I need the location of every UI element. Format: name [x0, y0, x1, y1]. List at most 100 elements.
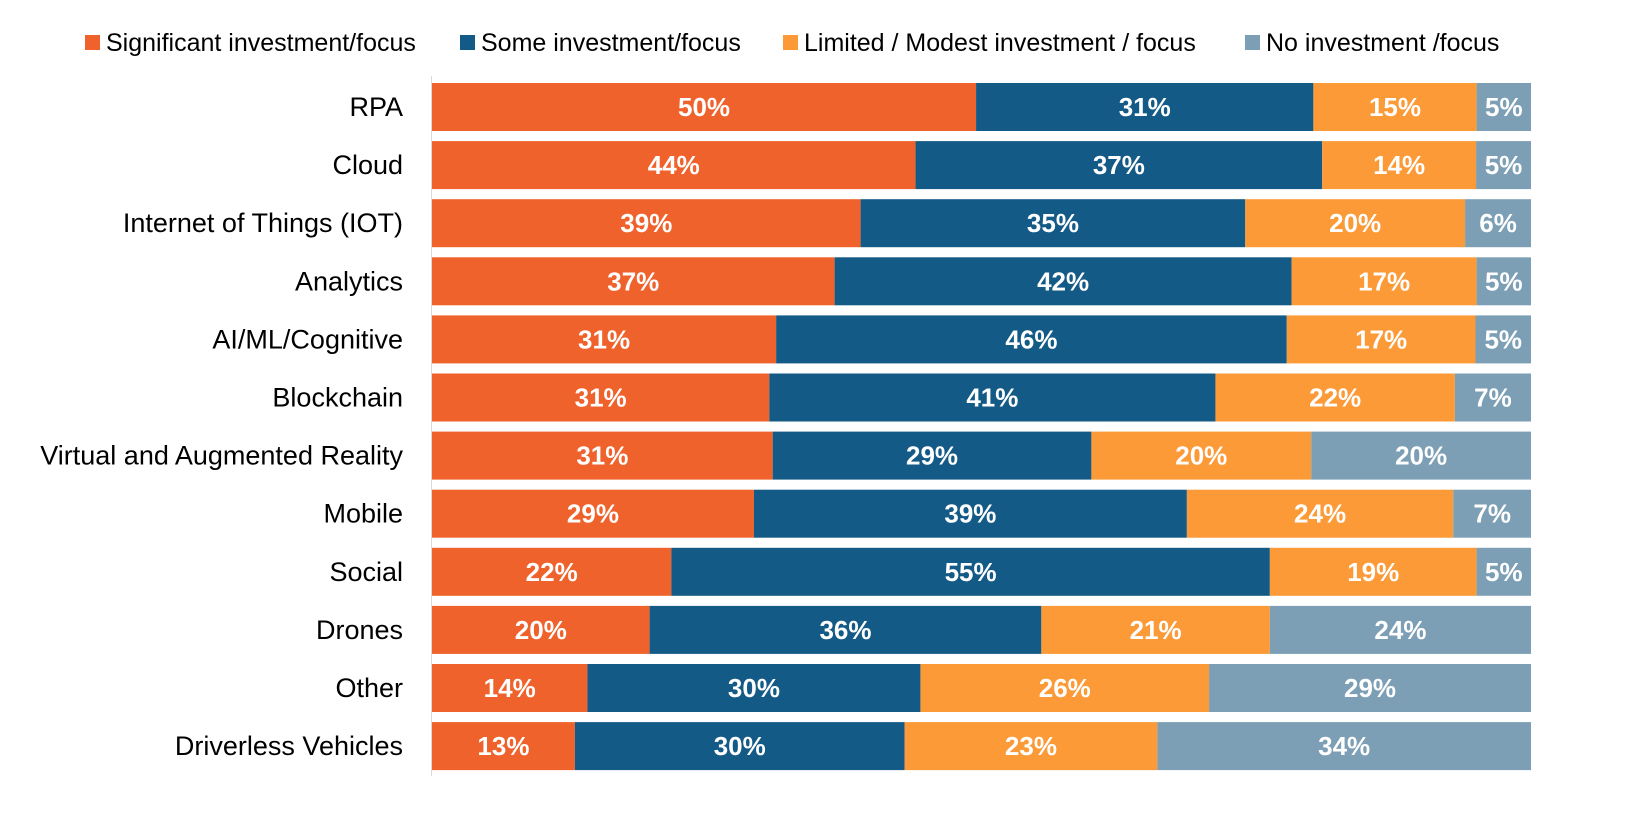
data-label: 13%: [477, 731, 529, 761]
bar-row-blockchain: 31% 41% 22% 7%: [432, 373, 1531, 422]
legend-swatch: [85, 35, 100, 50]
bar-segment-significant-investment-focus: [432, 373, 770, 422]
bar-row-virtual-and-augmented-reality: 31% 29% 20% 20%: [432, 431, 1531, 480]
data-label: 21%: [1130, 615, 1182, 645]
bar-segment-some-investment-focus: [772, 431, 1092, 480]
bar-segment-no-investment-focus: [1157, 722, 1531, 771]
legend-item-significant-investment-focus: Significant investment/focus: [85, 29, 416, 57]
legend-item-limited-modest-investment-focus: Limited / Modest investment / focus: [783, 29, 1196, 57]
bar-segment-significant-investment-focus: [432, 489, 754, 538]
bar-segment-some-investment-focus: [860, 199, 1246, 248]
bar-row-cloud: 44% 37% 14% 5%: [432, 141, 1531, 190]
data-label: 5%: [1485, 92, 1523, 122]
legend-item-no-investment-focus: No investment /focus: [1245, 29, 1499, 57]
data-label: 23%: [1005, 731, 1057, 761]
category-label: Other: [335, 673, 403, 703]
bar-segment-limited-modest-investment-focus: [1091, 431, 1312, 480]
bar-segment-some-investment-focus: [587, 664, 921, 712]
bar-segment-significant-investment-focus: [432, 315, 777, 364]
data-label: 7%: [1473, 499, 1511, 529]
data-label: 34%: [1318, 731, 1370, 761]
data-label: 31%: [578, 324, 630, 354]
bar-segment-no-investment-focus: [1465, 199, 1531, 248]
bar-segment-no-investment-focus: [1453, 489, 1531, 538]
bar-segment-limited-modest-investment-focus: [1286, 315, 1476, 364]
data-label: 37%: [607, 266, 659, 296]
data-label: 50%: [678, 92, 730, 122]
data-label: 20%: [515, 615, 567, 645]
bar-segment-no-investment-focus: [1269, 605, 1531, 654]
bar-segment-no-investment-focus: [1209, 664, 1531, 712]
category-label: Mobile: [323, 499, 403, 529]
category-labels: RPA Cloud Internet of Things (IOT) Analytic…: [40, 92, 403, 761]
bar-segment-some-investment-focus: [753, 489, 1187, 538]
bar-segment-no-investment-focus: [1476, 257, 1531, 306]
data-label: 20%: [1175, 441, 1227, 471]
data-label: 17%: [1358, 266, 1410, 296]
data-label: 6%: [1479, 208, 1517, 238]
data-label: 20%: [1329, 208, 1381, 238]
bar-segment-limited-modest-investment-focus: [1186, 489, 1454, 538]
data-label: 44%: [648, 150, 700, 180]
data-label: 14%: [484, 673, 536, 703]
legend-label: Significant investment/focus: [106, 29, 416, 57]
bar-segment-limited-modest-investment-focus: [1291, 257, 1477, 306]
bar-segment-significant-investment-focus: [432, 199, 861, 248]
bar-segment-significant-investment-focus: [432, 431, 773, 480]
bar-row-ai-ml-cognitive: 31% 46% 17% 5%: [432, 315, 1531, 364]
legend-item-some-investment-focus: Some investment/focus: [460, 29, 741, 57]
legend-swatch: [783, 35, 798, 50]
legend-swatch: [460, 35, 475, 50]
bar-segment-significant-investment-focus: [432, 547, 672, 596]
bar-segment-no-investment-focus: [1476, 83, 1531, 131]
category-label: Driverless Vehicles: [175, 731, 403, 761]
bar-segment-some-investment-focus: [574, 722, 905, 771]
data-label: 46%: [1005, 324, 1057, 354]
bar-segment-some-investment-focus: [915, 141, 1323, 190]
bar-segment-limited-modest-investment-focus: [1245, 199, 1466, 248]
bar-segment-limited-modest-investment-focus: [1215, 373, 1455, 422]
data-label: 24%: [1294, 499, 1346, 529]
bar-segment-some-investment-focus: [776, 315, 1287, 364]
data-label: 39%: [944, 499, 996, 529]
bar-segment-some-investment-focus: [976, 83, 1314, 131]
bar-segment-some-investment-focus: [649, 605, 1042, 654]
bar-segment-some-investment-focus: [671, 547, 1270, 596]
data-label: 5%: [1485, 150, 1523, 180]
bar-segment-limited-modest-investment-focus: [1313, 83, 1477, 131]
legend-swatch: [1245, 35, 1260, 50]
data-label: 55%: [945, 557, 997, 587]
bar-row-other: 14% 30% 26% 29%: [432, 664, 1531, 712]
bar-row-internet-of-things-iot: 39% 35% 20% 6%: [432, 199, 1531, 248]
category-label: Blockchain: [272, 383, 403, 413]
data-label: 14%: [1373, 150, 1425, 180]
data-label: 30%: [728, 673, 780, 703]
bar-segment-no-investment-focus: [1476, 547, 1531, 596]
data-label: 29%: [906, 441, 958, 471]
data-label: 30%: [714, 731, 766, 761]
bar-segment-no-investment-focus: [1311, 431, 1531, 480]
bar-segment-significant-investment-focus: [432, 664, 588, 712]
data-label: 22%: [1309, 383, 1361, 413]
category-label: RPA: [349, 92, 403, 122]
category-label: Drones: [316, 615, 403, 645]
data-label: 20%: [1395, 441, 1447, 471]
bar-row-driverless-vehicles: 13% 30% 23% 34%: [432, 722, 1531, 771]
bar-row-social: 22% 55% 19% 5%: [432, 547, 1531, 596]
data-label: 5%: [1485, 557, 1523, 587]
data-label: 42%: [1037, 266, 1089, 296]
bar-segment-limited-modest-investment-focus: [920, 664, 1210, 712]
legend-label: Some investment/focus: [481, 29, 741, 57]
bar-segment-some-investment-focus: [769, 373, 1216, 422]
bar-segment-no-investment-focus: [1475, 315, 1531, 364]
data-label: 22%: [526, 557, 578, 587]
data-label: 26%: [1039, 673, 1091, 703]
data-label: 15%: [1369, 92, 1421, 122]
bar-segment-no-investment-focus: [1454, 373, 1531, 422]
data-label: 17%: [1355, 324, 1407, 354]
bar-segment-significant-investment-focus: [432, 83, 977, 131]
data-label: 37%: [1093, 150, 1145, 180]
bar-segment-some-investment-focus: [834, 257, 1292, 306]
